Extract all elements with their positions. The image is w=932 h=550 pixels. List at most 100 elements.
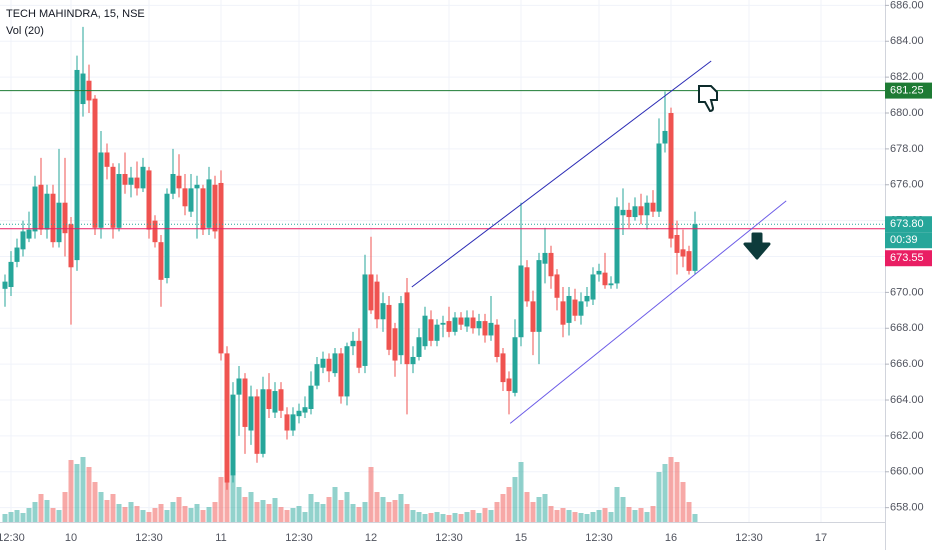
- volume-bar: [80, 457, 86, 522]
- thumbs-down-icon[interactable]: [698, 85, 718, 113]
- x-tick-label: 12:30: [585, 532, 613, 544]
- volume-bar: [140, 510, 146, 522]
- candle-body: [38, 184, 44, 230]
- volume-bar: [452, 513, 458, 522]
- volume-bar: [404, 504, 410, 522]
- candle-body: [410, 356, 416, 365]
- candle-body: [380, 303, 386, 320]
- volume-bar: [380, 497, 386, 522]
- volume-bar: [644, 512, 650, 522]
- candle-body: [152, 220, 158, 243]
- y-tick-label: 660.00: [890, 466, 924, 478]
- candle-body: [356, 340, 362, 368]
- candle-body: [164, 193, 170, 279]
- candle-body: [14, 247, 20, 262]
- volume-bar: [308, 494, 314, 522]
- volume-bar: [620, 497, 626, 522]
- candle-body: [674, 234, 680, 253]
- volume-bar: [176, 497, 182, 522]
- y-tick-label: 658.00: [890, 502, 924, 514]
- volume-bar: [266, 504, 272, 522]
- candle-body: [200, 188, 206, 230]
- volume-bar: [152, 508, 158, 522]
- candle-body: [212, 184, 218, 232]
- candle-body: [632, 206, 638, 218]
- volume-bar: [668, 457, 674, 522]
- volume-bar: [14, 510, 20, 522]
- candle-body: [236, 378, 242, 395]
- volume-bar: [236, 487, 242, 522]
- candle-body: [224, 353, 230, 483]
- volume-bar: [182, 506, 188, 522]
- candle-body: [620, 209, 626, 216]
- volume-bar: [68, 460, 74, 522]
- candle-body: [392, 328, 398, 361]
- candle-body: [242, 378, 248, 427]
- price-label-box: [885, 82, 932, 99]
- candle-body: [560, 301, 566, 325]
- candle-body: [464, 317, 470, 327]
- volume-bar: [38, 494, 44, 522]
- volume-bar: [314, 502, 320, 522]
- candle-body: [128, 177, 134, 185]
- volume-bar: [680, 482, 686, 522]
- volume-bar: [212, 502, 218, 522]
- volume-bar: [194, 504, 200, 522]
- volume-bar: [272, 498, 278, 522]
- grid: [0, 0, 885, 522]
- candle-body: [692, 224, 698, 271]
- volume-bar: [410, 510, 416, 522]
- thumbs-down-shape: [698, 85, 718, 113]
- candle-body: [482, 321, 488, 336]
- volume-bar: [374, 492, 380, 522]
- candle-body: [92, 98, 98, 228]
- volume-bar: [134, 506, 140, 522]
- volume-bar: [686, 502, 692, 522]
- arrow-down-icon[interactable]: [743, 232, 771, 260]
- volume-bar: [2, 514, 8, 522]
- volume-bar: [74, 464, 80, 522]
- candle-body: [62, 202, 68, 234]
- candle-body: [188, 188, 194, 212]
- x-tick-label: 17: [815, 532, 827, 544]
- candle-body: [680, 249, 686, 257]
- candle-body: [530, 301, 536, 332]
- candle-body: [404, 292, 410, 365]
- candle-body: [440, 322, 446, 325]
- volume-bar: [320, 504, 326, 522]
- volume-bar: [8, 512, 14, 522]
- candle-body: [158, 242, 164, 280]
- volume-bar: [104, 500, 110, 522]
- candle-body: [194, 184, 200, 189]
- candle-body: [434, 324, 440, 341]
- candle-body: [578, 301, 584, 316]
- volume-pane: [2, 452, 698, 522]
- candle-body: [104, 152, 110, 167]
- volume-bar: [254, 502, 260, 522]
- volume-bar: [392, 500, 398, 522]
- volume-bar: [242, 497, 248, 522]
- volume-bar: [416, 512, 422, 522]
- candle-body: [476, 321, 482, 329]
- x-tick-label: 12:30: [735, 532, 763, 544]
- candle-body: [122, 174, 128, 185]
- volume-label: Vol (20): [6, 25, 44, 37]
- candle-body: [26, 229, 32, 239]
- trendline: [411, 60, 712, 288]
- volume-bar: [584, 514, 590, 522]
- volume-bar: [470, 510, 476, 522]
- candle-body: [584, 295, 590, 302]
- volume-bar: [302, 512, 308, 522]
- x-tick-label: 12:30: [0, 532, 25, 544]
- volume-bar: [362, 502, 368, 522]
- volume-bar: [494, 502, 500, 522]
- y-tick-label: 662.00: [890, 430, 924, 442]
- candle-body: [68, 224, 74, 268]
- y-tick-label: 680.00: [890, 107, 924, 119]
- candle-body: [110, 166, 116, 228]
- candle-body: [596, 270, 602, 275]
- volume-bar: [422, 514, 428, 522]
- candle-body: [662, 130, 668, 144]
